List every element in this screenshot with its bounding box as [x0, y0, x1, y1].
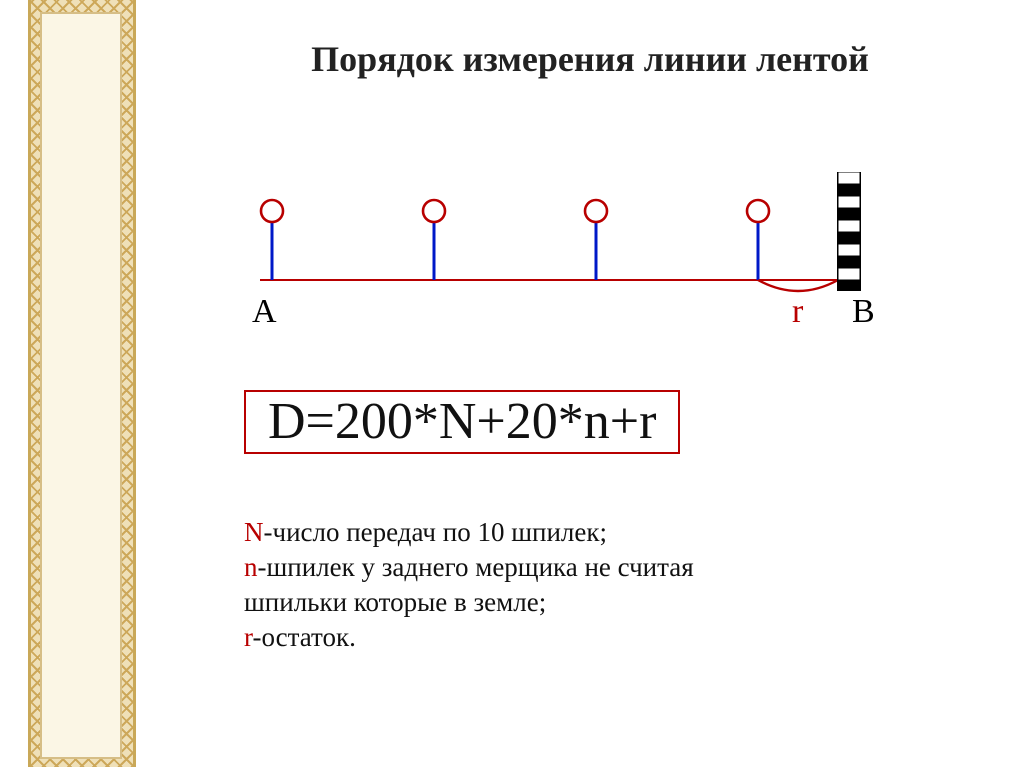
- pin-ring-icon: [423, 200, 445, 222]
- pin-ring-icon: [747, 200, 769, 222]
- legend-line: n-шпилек у заднего мерщика не считая: [244, 551, 694, 584]
- pin-ring-icon: [585, 200, 607, 222]
- pin-ring-icon: [261, 200, 283, 222]
- legend-line: N-число передач по 10 шпилек;: [244, 516, 694, 549]
- pole-segment: [838, 256, 860, 268]
- legend-text: -шпилек у заднего мерщика не считая: [258, 552, 694, 582]
- legend-var: N: [244, 517, 264, 547]
- formula-box: D=200*N+20*n+r: [244, 390, 680, 454]
- legend-line: r-остаток.: [244, 621, 694, 654]
- diagram-label: r: [792, 293, 804, 330]
- pole-segment: [838, 184, 860, 196]
- legend-text: -остаток.: [252, 622, 355, 652]
- measurement-diagram: A Br: [244, 172, 884, 362]
- formula-container: D=200*N+20*n+r: [244, 384, 680, 460]
- diagram-label: B: [852, 293, 875, 330]
- legend-var: n: [244, 552, 258, 582]
- diagram-label: A: [252, 293, 277, 330]
- pole-segment: [838, 172, 860, 184]
- pole-segment: [838, 244, 860, 256]
- legend: N-число передач по 10 шпилек;n-шпилек у …: [244, 516, 694, 656]
- slide: Порядок измерения линии лентой A Br D=200…: [0, 0, 1024, 767]
- page-title: Порядок измерения линии лентой: [210, 38, 970, 80]
- pole-segment: [838, 268, 860, 280]
- remainder-arc: [758, 280, 838, 291]
- pole-segment: [838, 196, 860, 208]
- legend-text: -число передач по 10 шпилек;: [264, 517, 607, 547]
- legend-text: шпильки которые в земле;: [244, 587, 546, 617]
- pole-segment: [838, 208, 860, 220]
- pole-segment: [838, 220, 860, 232]
- pole-segment: [838, 280, 860, 290]
- diagram-svg: A Br: [244, 172, 884, 362]
- pole-segment: [838, 232, 860, 244]
- decor-inner: [40, 12, 122, 759]
- legend-line: шпильки которые в земле;: [244, 586, 694, 619]
